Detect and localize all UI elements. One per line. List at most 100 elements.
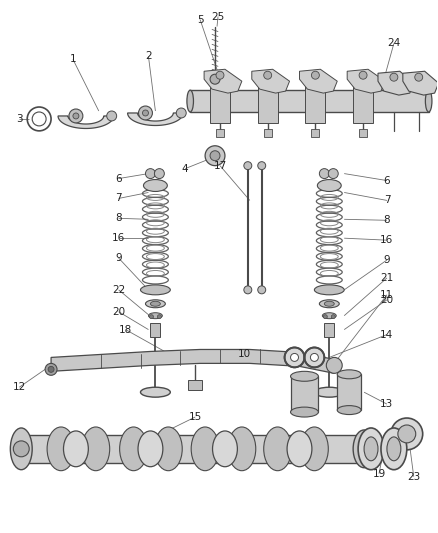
Ellipse shape: [64, 431, 88, 467]
Circle shape: [69, 109, 83, 123]
Circle shape: [331, 314, 335, 319]
Circle shape: [323, 314, 327, 319]
Circle shape: [359, 71, 367, 79]
Ellipse shape: [212, 431, 237, 467]
Ellipse shape: [324, 301, 334, 306]
Circle shape: [210, 74, 220, 84]
Polygon shape: [58, 116, 114, 128]
Bar: [359, 129, 367, 137]
Ellipse shape: [264, 427, 292, 471]
Circle shape: [326, 358, 342, 373]
Ellipse shape: [155, 427, 182, 471]
Ellipse shape: [322, 313, 336, 319]
Circle shape: [311, 71, 319, 79]
Circle shape: [398, 425, 416, 443]
Circle shape: [48, 366, 54, 373]
Text: 20: 20: [112, 306, 125, 317]
Text: 23: 23: [407, 472, 420, 482]
Text: 10: 10: [238, 350, 251, 359]
Ellipse shape: [314, 387, 344, 397]
Ellipse shape: [144, 180, 167, 191]
Ellipse shape: [11, 428, 32, 470]
Circle shape: [155, 168, 164, 179]
Ellipse shape: [145, 300, 165, 308]
Circle shape: [264, 71, 272, 79]
Text: 6: 6: [384, 175, 390, 185]
Bar: [353, 79, 373, 123]
Ellipse shape: [228, 427, 256, 471]
Bar: [21, 435, 364, 463]
Ellipse shape: [358, 428, 384, 470]
Bar: [150, 322, 160, 336]
Circle shape: [244, 286, 252, 294]
Circle shape: [290, 353, 298, 361]
Ellipse shape: [318, 180, 341, 191]
Ellipse shape: [287, 431, 312, 467]
Circle shape: [216, 71, 224, 79]
Ellipse shape: [425, 90, 432, 112]
Text: 25: 25: [212, 12, 225, 22]
Circle shape: [138, 106, 152, 120]
Polygon shape: [347, 69, 385, 93]
Ellipse shape: [120, 427, 148, 471]
Text: 12: 12: [13, 382, 26, 392]
Circle shape: [328, 168, 338, 179]
Text: 6: 6: [115, 174, 122, 183]
Bar: [305, 79, 325, 123]
Ellipse shape: [150, 301, 160, 306]
Ellipse shape: [387, 437, 401, 461]
Text: 21: 21: [380, 273, 394, 283]
Text: 4: 4: [182, 164, 188, 174]
Bar: [337, 374, 361, 410]
Text: 9: 9: [115, 253, 122, 263]
Circle shape: [13, 441, 29, 457]
Polygon shape: [252, 69, 290, 93]
Circle shape: [107, 111, 117, 121]
Bar: [264, 129, 272, 137]
Polygon shape: [204, 69, 242, 93]
Ellipse shape: [290, 372, 318, 381]
Bar: [190, 90, 429, 112]
Ellipse shape: [353, 430, 375, 468]
Text: 18: 18: [119, 325, 132, 335]
Polygon shape: [127, 113, 183, 125]
Text: 7: 7: [115, 193, 122, 204]
Text: 11: 11: [380, 290, 394, 300]
Ellipse shape: [381, 428, 407, 470]
Circle shape: [210, 151, 220, 160]
Text: 9: 9: [384, 255, 390, 265]
Circle shape: [73, 113, 79, 119]
Text: 16: 16: [112, 233, 125, 243]
Circle shape: [145, 168, 155, 179]
Circle shape: [258, 161, 266, 169]
Bar: [216, 129, 224, 137]
Bar: [324, 322, 334, 336]
Circle shape: [205, 146, 225, 166]
Bar: [258, 79, 278, 123]
Text: 20: 20: [380, 295, 393, 305]
Ellipse shape: [337, 406, 361, 415]
Ellipse shape: [138, 431, 163, 467]
Bar: [311, 129, 319, 137]
Ellipse shape: [319, 300, 339, 308]
Bar: [290, 376, 318, 412]
Text: 17: 17: [213, 160, 226, 171]
Text: 24: 24: [387, 38, 400, 49]
Circle shape: [149, 314, 153, 319]
Circle shape: [390, 73, 398, 81]
Ellipse shape: [141, 387, 170, 397]
Ellipse shape: [300, 427, 328, 471]
Circle shape: [285, 348, 304, 367]
Ellipse shape: [314, 285, 344, 295]
Ellipse shape: [82, 427, 110, 471]
Circle shape: [45, 364, 57, 375]
Circle shape: [157, 314, 161, 319]
Ellipse shape: [290, 407, 318, 417]
Text: 16: 16: [380, 235, 394, 245]
Ellipse shape: [187, 90, 194, 112]
Text: 5: 5: [197, 14, 203, 25]
Text: 14: 14: [380, 329, 394, 340]
Polygon shape: [378, 71, 414, 95]
Circle shape: [176, 108, 186, 118]
Circle shape: [304, 348, 324, 367]
